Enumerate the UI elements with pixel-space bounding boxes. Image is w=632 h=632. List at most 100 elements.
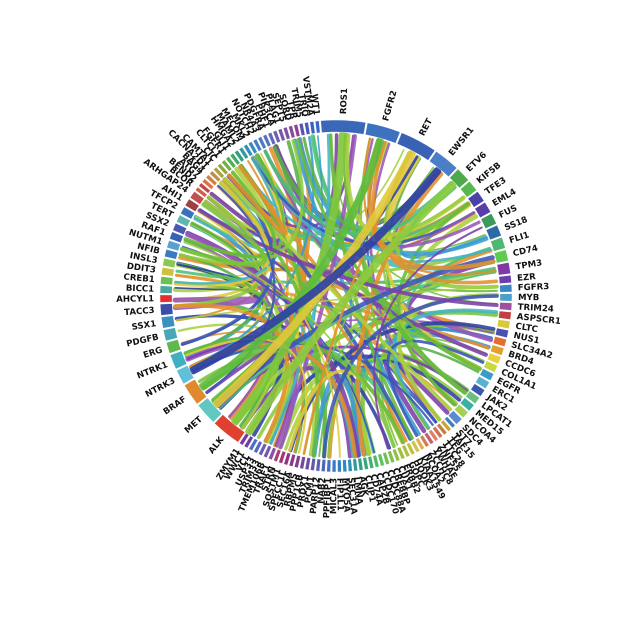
label-ntrk3: NTRK3	[144, 376, 177, 400]
label-bicc1: BICC1	[126, 284, 155, 295]
segment-gopc	[401, 444, 411, 458]
segment-gli1	[229, 152, 241, 166]
segment-phf1	[267, 132, 277, 146]
fusion-ribbon	[322, 294, 499, 459]
fusion-ribbon	[205, 184, 276, 394]
label-nab2: NAB2	[316, 477, 328, 504]
segment-vcl	[248, 438, 259, 451]
segment-wt1	[315, 120, 321, 134]
segment-hook3	[406, 442, 416, 456]
fusion-ribbon	[178, 139, 304, 266]
segment-ahcyl1	[159, 294, 173, 303]
fusion-ribbon	[183, 335, 406, 445]
segment-ssx2	[172, 223, 187, 235]
segment-plag1	[277, 128, 286, 142]
label-ddit3: DDIT3	[126, 262, 156, 276]
segment-ret	[396, 132, 436, 161]
segment-ahi1	[184, 198, 200, 212]
segment-tacc3	[159, 303, 174, 316]
segment-brd4	[490, 344, 505, 356]
label-lmna: LMNA	[351, 476, 364, 505]
segment-crebbp	[387, 450, 396, 464]
segment-zmym1	[239, 432, 250, 446]
fusion-ribbon	[192, 342, 434, 426]
segment-ssx1	[161, 315, 176, 329]
segment-sec16a	[288, 453, 296, 467]
fusion-ribbon	[197, 208, 499, 308]
label-cd74: CD74	[512, 244, 539, 260]
segment-cux1	[392, 448, 401, 462]
label-tacc3: TACC3	[124, 306, 155, 318]
segment-st7	[444, 416, 456, 429]
fusion-ribbon-major	[198, 137, 384, 391]
segment-ttc28	[432, 426, 443, 439]
label-pcm1: PCM1	[303, 476, 317, 504]
segment-ntrk3	[176, 365, 195, 385]
segment-slc34a2	[492, 336, 507, 347]
segment-trim33	[258, 442, 268, 456]
segment-braf	[184, 379, 207, 405]
gene-segments	[159, 119, 513, 473]
segment-ppp1cb	[299, 456, 306, 470]
segment-vstm2a	[309, 121, 316, 135]
segment-cd74	[493, 249, 509, 264]
segment-fus	[480, 213, 497, 229]
fusion-ribbon	[386, 339, 485, 437]
segment-sqstm1	[278, 450, 287, 464]
fusion-ribbon	[179, 202, 267, 268]
label-ewsr1: EWSR1	[447, 125, 476, 158]
segment-nr4a3	[257, 136, 267, 150]
segment-usp33	[253, 440, 263, 454]
fusion-ribbon	[373, 226, 483, 450]
segment-erbb2	[396, 446, 406, 460]
segment-nus1	[495, 327, 509, 338]
segment-nutm1	[166, 240, 181, 252]
segment-nab2	[321, 459, 326, 472]
label-erg: ERG	[142, 346, 164, 361]
segment-ccdc6	[486, 352, 502, 365]
segment-myo5a	[342, 459, 348, 473]
segment-ywhae	[423, 432, 435, 445]
segment-erc1	[475, 375, 490, 389]
fusion-ribbons	[172, 131, 500, 459]
segment-alk	[214, 414, 246, 443]
segment-camta1	[213, 166, 225, 179]
segment-notch2	[252, 138, 263, 152]
label-myo5a: MYO5A	[340, 478, 352, 513]
segment-kif5b	[460, 181, 477, 198]
segment-pcm1	[310, 458, 316, 471]
label-ezr: EZR	[517, 272, 537, 284]
segment-ncoa4	[454, 404, 469, 419]
label-cltc: CLTC	[515, 322, 539, 336]
fusion-ribbon	[223, 177, 453, 412]
segment-ddit3	[161, 267, 175, 277]
fusion-ribbon	[227, 164, 288, 236]
segment-pik3ca	[272, 130, 281, 144]
segment-tmem106b	[263, 445, 272, 459]
segment-lmna	[352, 458, 358, 472]
segment-tpm3	[496, 262, 511, 276]
fusion-ribbon	[174, 273, 490, 350]
label-fli1: FLI1	[508, 230, 531, 246]
fusion-ribbon	[209, 191, 488, 357]
segment-tfe3	[467, 191, 485, 208]
fusion-ribbon	[345, 133, 466, 238]
label-myb: MYB	[518, 293, 539, 303]
segment-traf1	[268, 447, 277, 461]
segment-sept5	[282, 126, 291, 140]
segment-mkl2	[248, 141, 258, 155]
segment-sec31a	[347, 459, 353, 472]
segment-ntrk1	[169, 350, 188, 370]
segment-ss18	[485, 224, 502, 241]
label-tpm3: TPM3	[515, 258, 543, 272]
fusion-ribbon	[174, 280, 485, 363]
segment-ppfibp1	[326, 459, 332, 473]
segment-col1a1	[483, 360, 498, 373]
segment-cltc	[496, 319, 511, 329]
fusion-ribbon	[173, 195, 267, 309]
segment-rbpms	[294, 455, 301, 469]
segment-jak2	[470, 383, 486, 397]
label-mical3: MICAL3	[329, 478, 339, 514]
segment-nfib	[164, 249, 179, 260]
